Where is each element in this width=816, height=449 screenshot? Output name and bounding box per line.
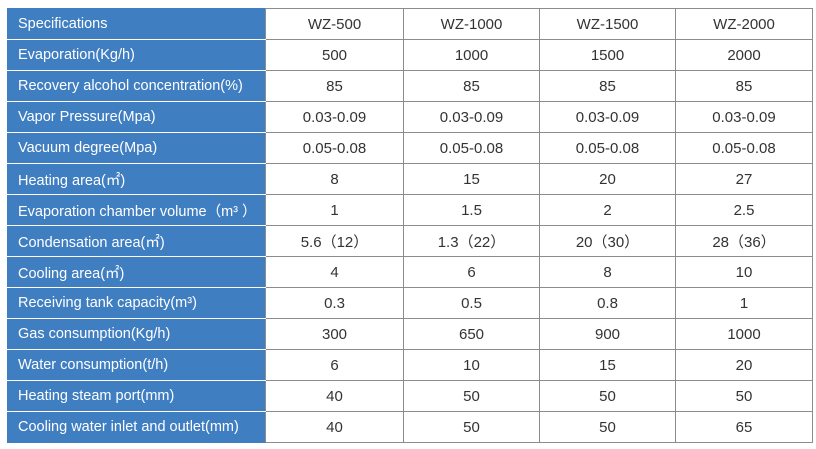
row-label: Heating area(㎡) [7,163,266,195]
table-cell: 0.03-0.09 [403,101,540,133]
specifications-header: Specifications [7,8,266,40]
table-cell: 65 [675,411,813,443]
table-cell: 4 [265,256,404,288]
table-cell: 27 [675,163,813,195]
table-cell: 20 [675,349,813,381]
table-cell: 28（36） [675,225,813,257]
table-cell: 40 [265,380,404,412]
table-cell: 0.03-0.09 [265,101,404,133]
table-cell: 1 [265,194,404,226]
table-cell: 8 [265,163,404,195]
table-cell: 10 [675,256,813,288]
table-row: Cooling area(㎡) 4 6 8 10 [7,256,813,288]
table-cell: 2.5 [675,194,813,226]
table-cell: 0.8 [539,287,676,319]
table-row: Evaporation chamber volume（m³ ） 1 1.5 2 … [7,194,813,226]
model-header: WZ-2000 [675,8,813,40]
table-cell: 0.03-0.09 [539,101,676,133]
table-cell: 1 [675,287,813,319]
row-label: Vacuum degree(Mpa) [7,132,266,164]
table-header-row: Specifications WZ-500 WZ-1000 WZ-1500 WZ… [7,8,813,40]
table-cell: 0.5 [403,287,540,319]
table-cell: 20（30） [539,225,676,257]
table-row: Cooling water inlet and outlet(mm) 40 50… [7,411,813,443]
row-label: Condensation area(㎡) [7,225,266,257]
row-label: Gas consumption(Kg/h) [7,318,266,350]
row-label: Vapor Pressure(Mpa) [7,101,266,133]
table-cell: 0.3 [265,287,404,319]
model-header: WZ-500 [265,8,404,40]
table-cell: 5.6（12） [265,225,404,257]
row-label: Evaporation(Kg/h) [7,39,266,71]
table-cell: 20 [539,163,676,195]
table-cell: 2000 [675,39,813,71]
table-cell: 650 [403,318,540,350]
table-row: Vapor Pressure(Mpa) 0.03-0.09 0.03-0.09 … [7,101,813,133]
row-label: Water consumption(t/h) [7,349,266,381]
table-cell: 1500 [539,39,676,71]
table-cell: 40 [265,411,404,443]
table-cell: 1.3（22） [403,225,540,257]
table-cell: 15 [539,349,676,381]
table-cell: 0.03-0.09 [675,101,813,133]
table-row: Heating steam port(mm) 40 50 50 50 [7,380,813,412]
table-row: Gas consumption(Kg/h) 300 650 900 1000 [7,318,813,350]
table-cell: 8 [539,256,676,288]
table-cell: 0.05-0.08 [675,132,813,164]
table-cell: 50 [403,411,540,443]
table-row: Heating area(㎡) 8 15 20 27 [7,163,813,195]
model-header: WZ-1500 [539,8,676,40]
table-row: Recovery alcohol concentration(%) 85 85 … [7,70,813,102]
row-label: Cooling area(㎡) [7,256,266,288]
table-cell: 6 [403,256,540,288]
table-cell: 1000 [403,39,540,71]
row-label: Evaporation chamber volume（m³ ） [7,194,266,226]
table-cell: 50 [539,380,676,412]
table-cell: 900 [539,318,676,350]
table-cell: 15 [403,163,540,195]
table-cell: 50 [403,380,540,412]
table-cell: 85 [675,70,813,102]
table-cell: 300 [265,318,404,350]
table-cell: 6 [265,349,404,381]
table-cell: 0.05-0.08 [403,132,540,164]
model-header: WZ-1000 [403,8,540,40]
table-row: Evaporation(Kg/h) 500 1000 1500 2000 [7,39,813,71]
table-cell: 85 [403,70,540,102]
table-row: Water consumption(t/h) 6 10 15 20 [7,349,813,381]
table-cell: 0.05-0.08 [265,132,404,164]
specifications-table: Specifications WZ-500 WZ-1000 WZ-1500 WZ… [7,8,813,443]
table-cell: 500 [265,39,404,71]
table-cell: 1.5 [403,194,540,226]
table-cell: 0.05-0.08 [539,132,676,164]
table-cell: 2 [539,194,676,226]
table-cell: 1000 [675,318,813,350]
row-label: Heating steam port(mm) [7,380,266,412]
row-label: Cooling water inlet and outlet(mm) [7,411,266,443]
table-cell: 50 [539,411,676,443]
table-cell: 85 [265,70,404,102]
table-cell: 85 [539,70,676,102]
table-cell: 10 [403,349,540,381]
row-label: Receiving tank capacity(m³) [7,287,266,319]
table-row: Receiving tank capacity(m³) 0.3 0.5 0.8 … [7,287,813,319]
table-cell: 50 [675,380,813,412]
row-label: Recovery alcohol concentration(%) [7,70,266,102]
table-row: Vacuum degree(Mpa) 0.05-0.08 0.05-0.08 0… [7,132,813,164]
table-row: Condensation area(㎡) 5.6（12） 1.3（22） 20（… [7,225,813,257]
